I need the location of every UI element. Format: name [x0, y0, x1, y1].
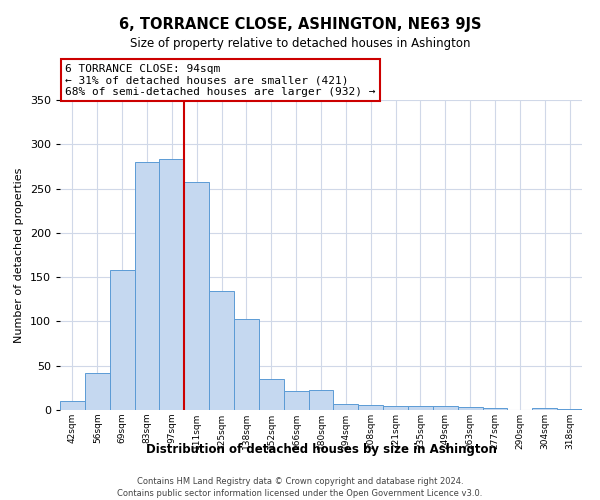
Bar: [433, 406, 458, 410]
Bar: [134, 162, 160, 410]
Bar: [557, 409, 582, 410]
Bar: [85, 373, 110, 410]
Bar: [482, 408, 508, 410]
Bar: [358, 404, 383, 410]
Bar: [110, 270, 134, 410]
Bar: [209, 292, 234, 410]
Bar: [334, 404, 358, 410]
Text: Distribution of detached houses by size in Ashington: Distribution of detached houses by size …: [146, 442, 496, 456]
Text: Contains public sector information licensed under the Open Government Licence v3: Contains public sector information licen…: [118, 489, 482, 498]
Text: Contains HM Land Registry data © Crown copyright and database right 2024.: Contains HM Land Registry data © Crown c…: [137, 478, 463, 486]
Bar: [160, 160, 184, 410]
Text: Size of property relative to detached houses in Ashington: Size of property relative to detached ho…: [130, 38, 470, 51]
Bar: [284, 390, 308, 410]
Y-axis label: Number of detached properties: Number of detached properties: [14, 168, 24, 342]
Bar: [383, 406, 408, 410]
Bar: [458, 408, 482, 410]
Bar: [234, 319, 259, 410]
Bar: [259, 379, 284, 410]
Bar: [308, 390, 334, 410]
Bar: [532, 408, 557, 410]
Text: 6, TORRANCE CLOSE, ASHINGTON, NE63 9JS: 6, TORRANCE CLOSE, ASHINGTON, NE63 9JS: [119, 18, 481, 32]
Text: 6 TORRANCE CLOSE: 94sqm
← 31% of detached houses are smaller (421)
68% of semi-d: 6 TORRANCE CLOSE: 94sqm ← 31% of detache…: [65, 64, 376, 97]
Bar: [184, 182, 209, 410]
Bar: [60, 401, 85, 410]
Bar: [408, 406, 433, 410]
